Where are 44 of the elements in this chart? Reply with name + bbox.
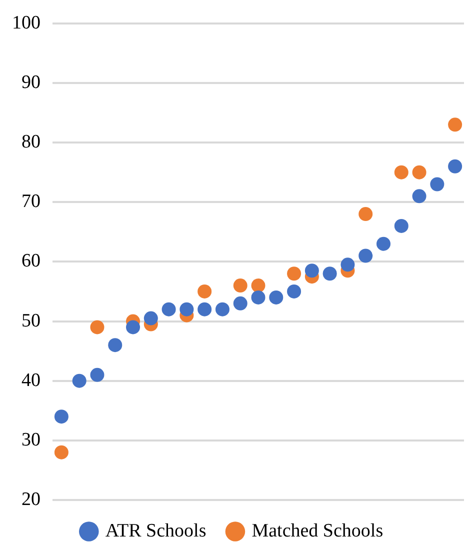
- point: [90, 320, 104, 334]
- point: [287, 266, 302, 281]
- point: [448, 159, 462, 174]
- point: [72, 374, 86, 388]
- point: [430, 177, 444, 192]
- point: [144, 311, 158, 326]
- y-tick-label: 20: [22, 488, 40, 510]
- point: [162, 302, 176, 316]
- point: [180, 302, 194, 316]
- point: [287, 284, 302, 298]
- point: [448, 118, 462, 132]
- y-tick-label: 70: [22, 191, 40, 212]
- point: [108, 338, 122, 352]
- y-tick-label: 30: [22, 429, 40, 450]
- point: [233, 296, 248, 310]
- point: [394, 165, 408, 180]
- point: [394, 218, 408, 233]
- point: [54, 445, 68, 460]
- point: [90, 368, 104, 382]
- point: [215, 302, 230, 316]
- y-tick-label: 90: [22, 72, 40, 93]
- point: [54, 410, 68, 424]
- point: [376, 236, 390, 251]
- y-tick-label: 100: [12, 12, 40, 34]
- point: [412, 165, 426, 180]
- point: [322, 266, 337, 281]
- legend-label: ATR Schools: [105, 520, 206, 542]
- y-tick-label: 40: [22, 370, 40, 391]
- point: [304, 264, 319, 278]
- point: [358, 207, 373, 222]
- point: [198, 302, 212, 316]
- point: [412, 189, 426, 204]
- y-tick-label: 60: [22, 250, 40, 272]
- point: [269, 290, 284, 304]
- point: [358, 248, 373, 263]
- point: [126, 320, 140, 334]
- point: [198, 284, 212, 298]
- point: [251, 278, 266, 293]
- point: [251, 290, 266, 304]
- y-tick-label: 50: [22, 310, 40, 332]
- legend-label: Matched Schools: [252, 520, 384, 542]
- y-tick-label: 80: [22, 132, 40, 153]
- point: [233, 278, 248, 293]
- point: [340, 258, 355, 272]
